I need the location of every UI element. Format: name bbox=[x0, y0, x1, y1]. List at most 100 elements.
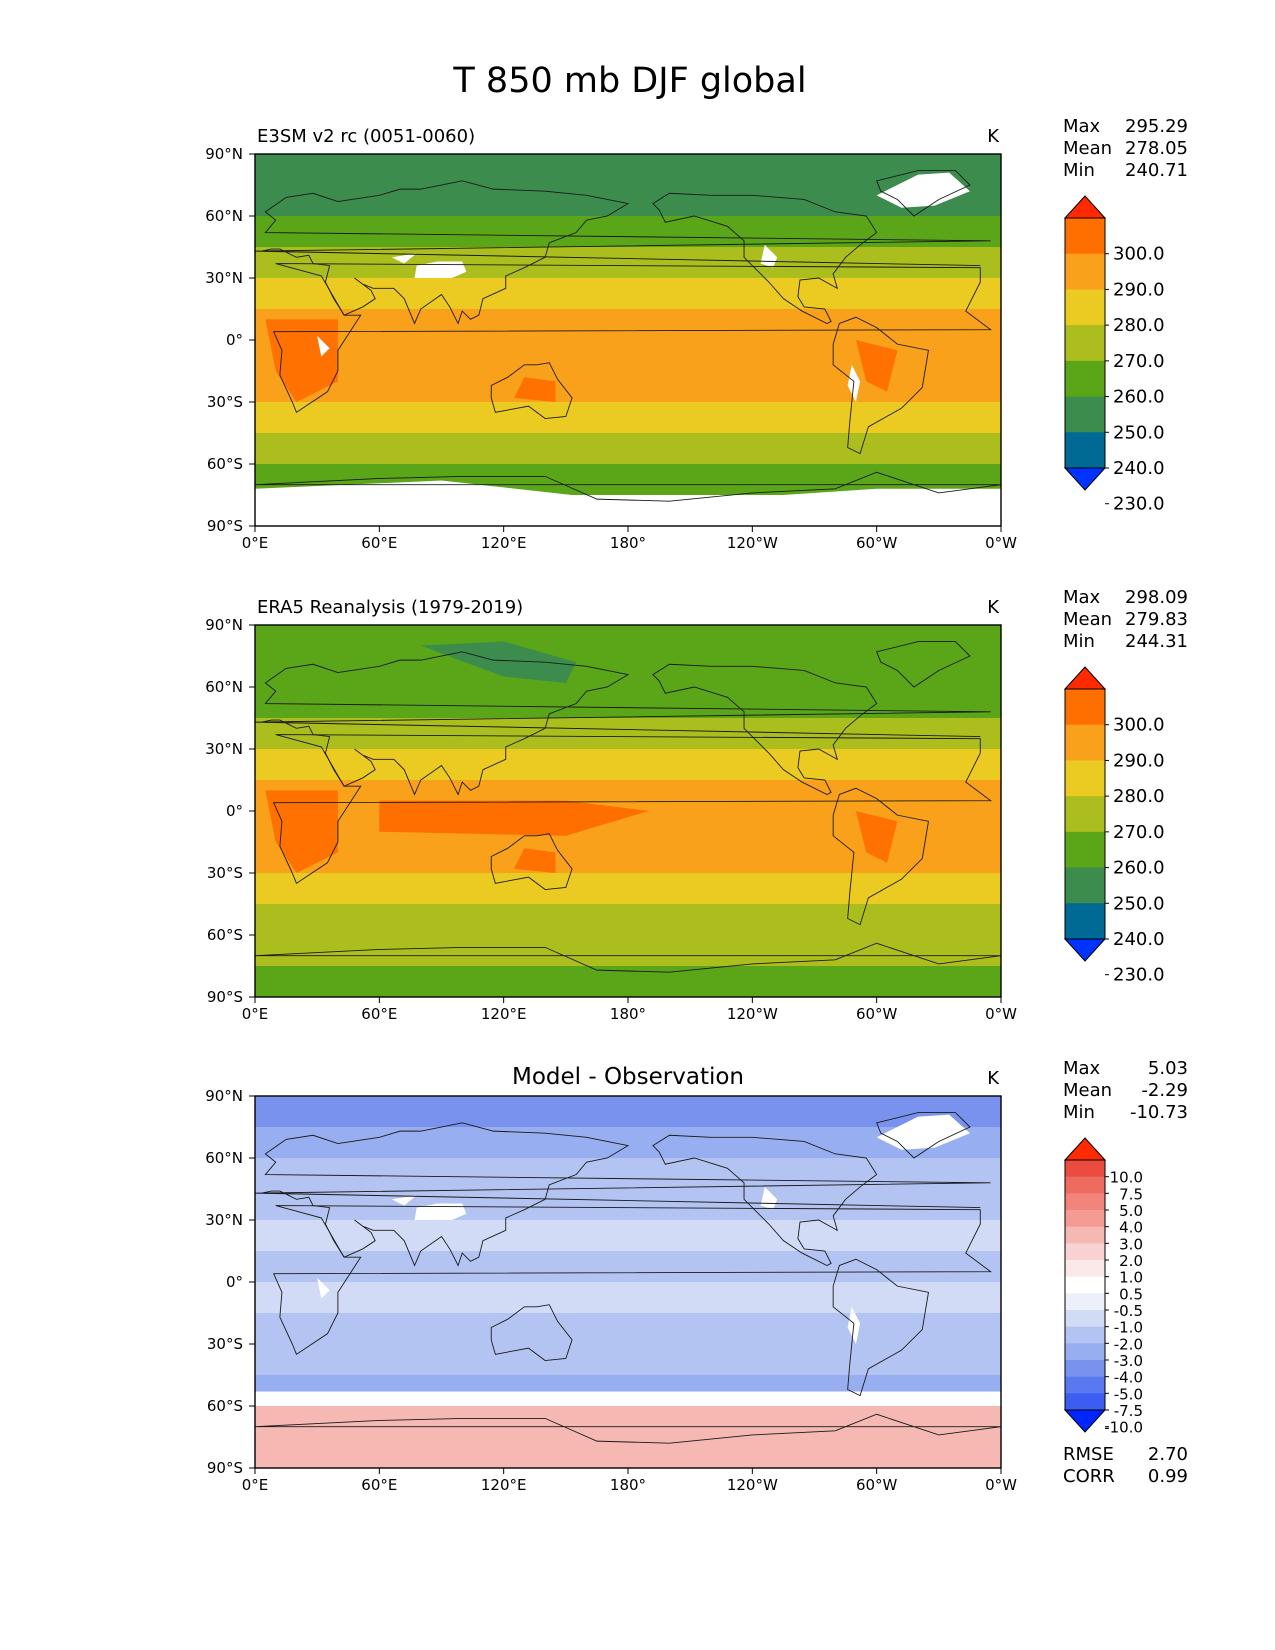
y-tick-label: 90°S bbox=[207, 1459, 243, 1477]
y-tick-label: 90°S bbox=[207, 517, 243, 535]
coastline bbox=[652, 1134, 878, 1266]
y-tick-label: 90°S bbox=[207, 988, 243, 1006]
colorbar-extend-max bbox=[1063, 195, 1107, 219]
x-tick-label: 120°W bbox=[727, 1476, 778, 1494]
field-band bbox=[255, 935, 1001, 967]
colorbar-segment bbox=[1065, 325, 1105, 362]
field-band bbox=[255, 873, 1001, 905]
stat-value: -2.29 bbox=[1141, 1080, 1188, 1101]
x-tick-label: 180° bbox=[610, 534, 646, 552]
stat-value: 295.29 bbox=[1125, 116, 1188, 137]
zero-band bbox=[255, 1391, 1001, 1406]
colorbar-segment bbox=[1065, 253, 1105, 290]
field-band bbox=[255, 749, 1001, 781]
field-band bbox=[255, 687, 1001, 719]
metric-label: RMSE bbox=[1063, 1444, 1114, 1465]
stat-label: Min bbox=[1063, 1102, 1095, 1123]
stat-value: 279.83 bbox=[1125, 609, 1188, 630]
colorbar-tick-label: 270.0 bbox=[1113, 351, 1165, 372]
colorbar-segment bbox=[1065, 1326, 1105, 1344]
y-tick-label: 90°N bbox=[205, 616, 243, 634]
panel-test: 0°E 60°E 120°E 180° 120°W 60°W 0°W 90°N 60°N 30°N… bbox=[205, 116, 1188, 552]
field-band bbox=[255, 154, 1001, 186]
colorbar-segment bbox=[1065, 724, 1105, 761]
colorbar-tick-label: 290.0 bbox=[1113, 750, 1165, 771]
field-band bbox=[255, 402, 1001, 434]
colorbar-tick-label: 280.0 bbox=[1113, 315, 1165, 336]
masked-region bbox=[414, 1203, 467, 1220]
colorbar-frame bbox=[1064, 217, 1106, 469]
x-tick-label: 60°E bbox=[361, 534, 397, 552]
y-tick-label: 60°S bbox=[207, 1397, 243, 1415]
y-tick-label: 0° bbox=[226, 1273, 243, 1291]
y-tick-label: 30°N bbox=[205, 269, 243, 287]
stat-value: 278.05 bbox=[1125, 138, 1188, 159]
x-tick-label: 120°W bbox=[727, 534, 778, 552]
colorbar-tick-label: 260.0 bbox=[1113, 858, 1165, 879]
coastline bbox=[255, 1122, 991, 1267]
colorbar-tick-label: 230.0 bbox=[1113, 494, 1165, 515]
cold-region bbox=[420, 170, 577, 212]
x-tick-label: 120°E bbox=[481, 1005, 527, 1023]
y-tick-label: 60°N bbox=[205, 207, 243, 225]
field-band bbox=[255, 309, 1001, 341]
warm-region bbox=[514, 848, 556, 873]
field-band bbox=[255, 656, 1001, 688]
map-field bbox=[255, 625, 1001, 997]
colorbar-tick-label: 230.0 bbox=[1113, 965, 1165, 986]
masked-region bbox=[317, 335, 330, 357]
field-band bbox=[255, 1313, 1001, 1345]
colorbar-tick-label: -2.0 bbox=[1114, 1335, 1143, 1353]
field-band bbox=[255, 1096, 1001, 1128]
field-band bbox=[255, 1344, 1001, 1376]
warm-region bbox=[855, 340, 898, 392]
x-tick-label: 0°E bbox=[242, 1005, 269, 1023]
colorbar-segment bbox=[1065, 831, 1105, 869]
units-label: K bbox=[987, 597, 1000, 618]
panel-title: ERA5 Reanalysis (1979-2019) bbox=[257, 597, 523, 618]
stat-value: 298.09 bbox=[1125, 587, 1188, 608]
stat-label: Mean bbox=[1063, 138, 1112, 159]
colorbar-tick-label: 10.0 bbox=[1110, 1169, 1143, 1187]
masked-region bbox=[760, 244, 778, 268]
colorbar-tick-label: 0.5 bbox=[1119, 1285, 1143, 1303]
colorbar-tick-label: -7.5 bbox=[1114, 1402, 1143, 1420]
colorbar-segment bbox=[1065, 218, 1105, 255]
metric-value: 2.70 bbox=[1148, 1444, 1188, 1465]
colorbar-tick-label: -0.5 bbox=[1114, 1302, 1143, 1320]
colorbar-frame bbox=[1064, 688, 1106, 940]
coastline bbox=[832, 316, 929, 455]
stat-label: Mean bbox=[1063, 1080, 1112, 1101]
coastline bbox=[876, 1112, 971, 1159]
colorbar-segment bbox=[1065, 1160, 1105, 1178]
colorbar-extend-max bbox=[1063, 666, 1107, 690]
colorbar-segment bbox=[1065, 867, 1105, 904]
masked-region bbox=[876, 172, 970, 208]
warm-region bbox=[265, 790, 338, 873]
metric-value: 0.99 bbox=[1148, 1466, 1188, 1487]
field-band bbox=[255, 185, 1001, 217]
field-band bbox=[255, 718, 1001, 750]
colorbar-segment bbox=[1065, 689, 1105, 726]
coastline bbox=[255, 1413, 1001, 1444]
coastline bbox=[832, 787, 929, 926]
colorbar-segment bbox=[1065, 1260, 1105, 1278]
coastline bbox=[255, 942, 1001, 973]
field-band bbox=[255, 278, 1001, 310]
masked-region bbox=[876, 1114, 970, 1150]
coastline bbox=[490, 362, 573, 419]
stat-label: Min bbox=[1063, 631, 1095, 652]
coastline bbox=[876, 170, 971, 217]
x-tick-label: 60°W bbox=[856, 1476, 898, 1494]
colorbar-tick-label: -10.0 bbox=[1104, 1419, 1143, 1437]
units-label: K bbox=[987, 1068, 1000, 1089]
colorbar-tick-label: 4.0 bbox=[1119, 1219, 1143, 1237]
x-tick-label: 60°E bbox=[361, 1005, 397, 1023]
colorbar-segment bbox=[1065, 1210, 1105, 1228]
y-tick-label: 90°N bbox=[205, 1087, 243, 1105]
colorbar-extend-min bbox=[1063, 1409, 1107, 1433]
masked-region bbox=[255, 480, 1001, 526]
field-band bbox=[255, 1158, 1001, 1190]
colorbar-segment bbox=[1065, 1176, 1105, 1194]
coastline bbox=[255, 651, 991, 796]
